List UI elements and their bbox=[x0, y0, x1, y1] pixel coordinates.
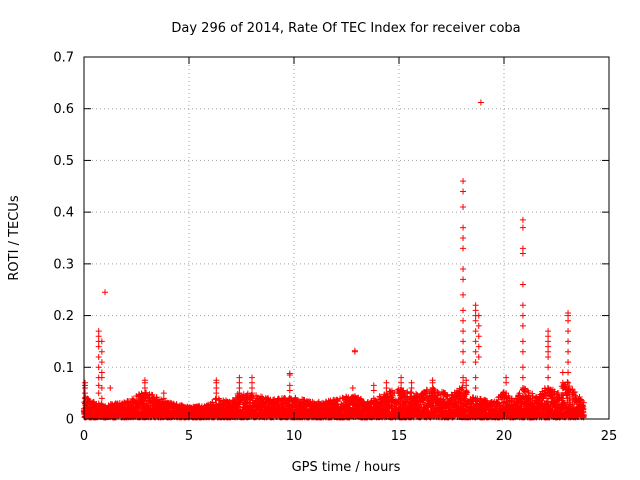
data-point bbox=[209, 399, 216, 406]
y-tick-label: 0.6 bbox=[53, 102, 74, 117]
grid-lines bbox=[84, 57, 609, 419]
x-tick-label: 10 bbox=[286, 429, 303, 444]
x-tick-label: 25 bbox=[601, 429, 618, 444]
y-tick-label: 0.4 bbox=[53, 206, 74, 221]
y-tick-label: 0.2 bbox=[53, 309, 74, 324]
x-axis-label: GPS time / hours bbox=[292, 460, 401, 475]
y-tick-label: 0.5 bbox=[53, 154, 74, 169]
y-axis-label: ROTI / TECUs bbox=[7, 195, 22, 280]
y-tick-label: 0.1 bbox=[53, 361, 74, 376]
y-tick-label: 0.7 bbox=[53, 51, 74, 66]
y-tick-label: 0.3 bbox=[53, 257, 74, 272]
x-tick-label: 15 bbox=[391, 429, 408, 444]
x-tick-label: 20 bbox=[496, 429, 513, 444]
data-point bbox=[153, 394, 160, 401]
chart-title: Day 296 of 2014, Rate Of TEC Index for r… bbox=[171, 21, 520, 36]
y-tick-label: 0 bbox=[66, 413, 74, 428]
x-tick-label: 5 bbox=[185, 429, 193, 444]
x-tick-label: 0 bbox=[80, 429, 88, 444]
